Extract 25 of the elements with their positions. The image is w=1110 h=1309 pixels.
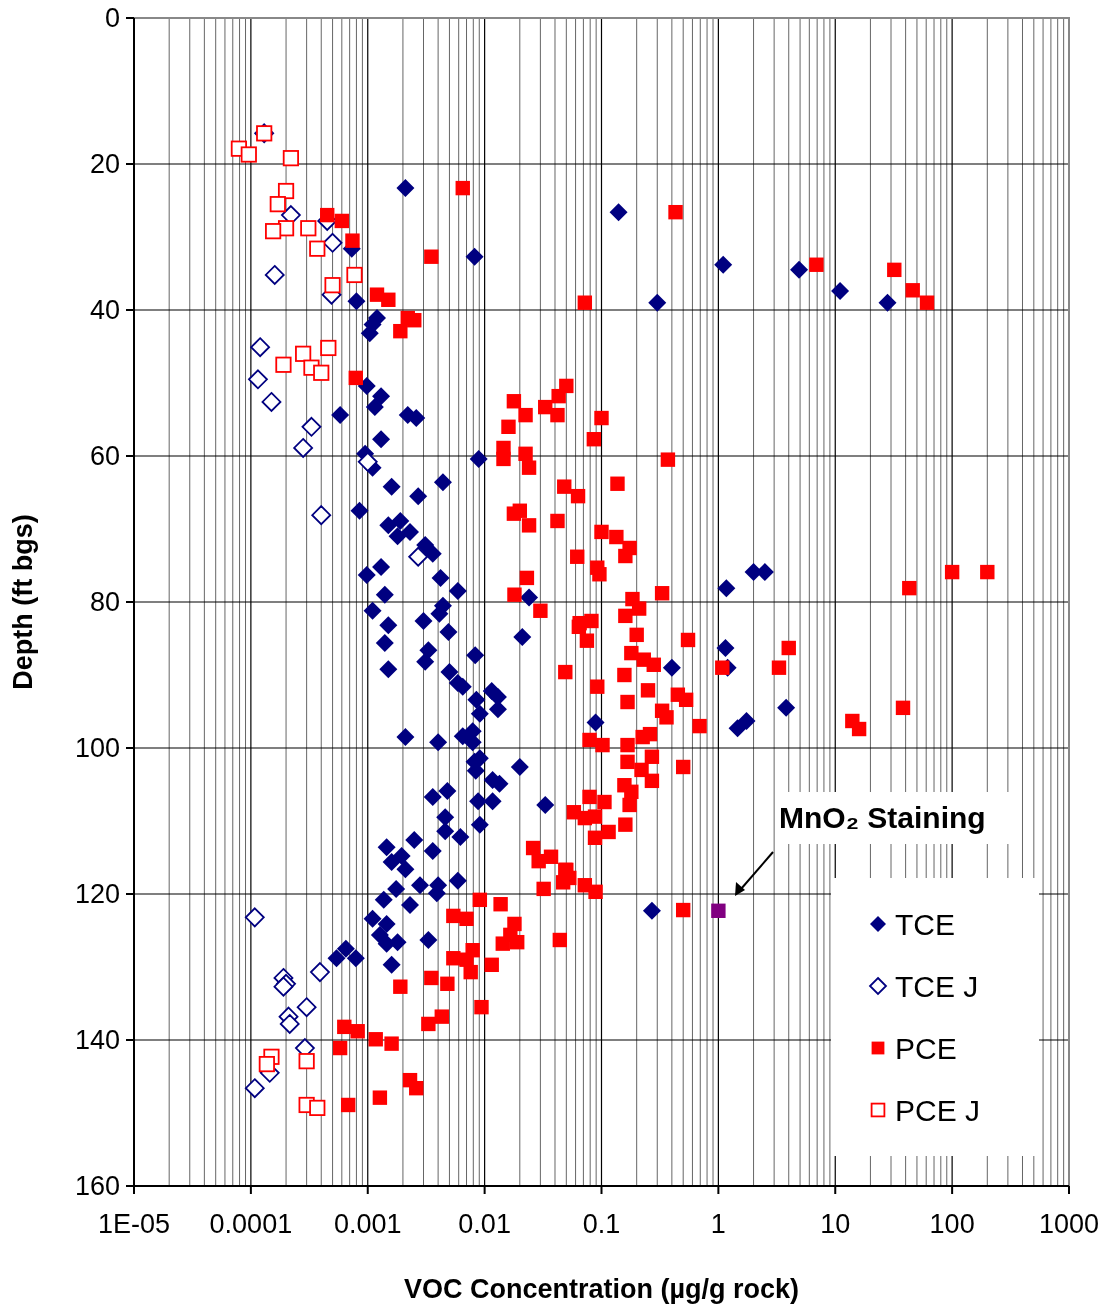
y-tick-label: 100	[74, 733, 120, 764]
x-tick-label: 0.1	[582, 1209, 621, 1239]
x-tick-label: 100	[929, 1209, 975, 1239]
x-tick-label: 0.0001	[209, 1209, 293, 1239]
x-axis-title: VOC Concentration (µg/g rock)	[403, 1274, 800, 1304]
y-tick-label: 0	[104, 3, 120, 34]
legend-label: PCE J	[895, 1093, 981, 1127]
legend-label: TCE J	[895, 969, 979, 1003]
y-tick-label: 80	[89, 587, 120, 618]
x-tick-label: 1000	[1038, 1209, 1100, 1239]
x-tick-label: 0.01	[458, 1209, 511, 1239]
y-tick-label: 40	[89, 295, 120, 326]
y-axis-title: Depth (ft bgs)	[8, 514, 38, 690]
legend-label: TCE	[895, 907, 955, 941]
y-tick-label: 120	[74, 879, 120, 910]
y-tick-label: 140	[74, 1025, 120, 1056]
x-tick-label: 1	[710, 1209, 726, 1239]
x-tick-label: 10	[820, 1209, 851, 1239]
y-tick-label: 20	[89, 149, 120, 180]
legend-label: PCE	[895, 1031, 957, 1065]
x-tick-label: 1E-05	[97, 1209, 171, 1239]
annotation: MnO₂ Staining	[779, 801, 986, 834]
y-tick-label: 60	[89, 441, 120, 472]
x-tick-label: 0.001	[333, 1209, 402, 1239]
y-tick-label: 160	[74, 1171, 120, 1202]
